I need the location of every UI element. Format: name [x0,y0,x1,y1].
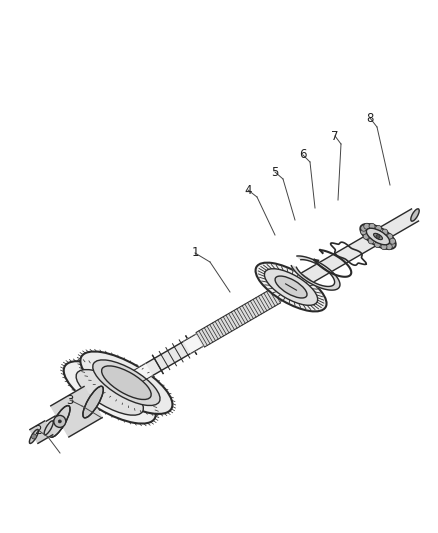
Text: 6: 6 [299,149,307,161]
Circle shape [364,223,370,229]
Circle shape [376,235,380,238]
Circle shape [54,415,66,427]
Text: 5: 5 [271,166,279,179]
Text: 8: 8 [366,111,374,125]
Polygon shape [134,364,152,382]
Ellipse shape [366,228,390,245]
Circle shape [361,225,367,231]
Ellipse shape [265,269,318,305]
Ellipse shape [49,406,70,437]
Ellipse shape [275,276,307,298]
Ellipse shape [83,386,103,418]
Ellipse shape [411,209,419,221]
Polygon shape [51,386,102,437]
Circle shape [375,225,381,231]
Text: 4: 4 [244,183,252,197]
Polygon shape [291,256,340,290]
Text: 3: 3 [66,393,74,407]
Ellipse shape [93,360,160,406]
Circle shape [368,238,374,244]
Circle shape [387,233,393,240]
Polygon shape [196,288,280,347]
Ellipse shape [64,361,156,424]
Circle shape [32,434,36,439]
Text: 2: 2 [34,424,42,437]
Circle shape [360,229,367,235]
Polygon shape [30,421,53,443]
Polygon shape [42,209,419,436]
Ellipse shape [102,366,151,400]
Circle shape [374,241,381,248]
Circle shape [381,244,387,249]
Circle shape [389,238,396,244]
Ellipse shape [360,224,396,249]
Text: 7: 7 [331,130,339,142]
Circle shape [369,223,375,229]
Circle shape [389,242,395,248]
Ellipse shape [76,369,143,415]
Circle shape [58,420,61,423]
Polygon shape [184,335,202,353]
Ellipse shape [255,263,327,311]
Circle shape [382,229,388,235]
Ellipse shape [29,430,39,443]
Ellipse shape [44,421,53,435]
Ellipse shape [80,351,173,414]
Text: 1: 1 [191,246,199,260]
Circle shape [363,233,369,239]
Ellipse shape [374,233,382,240]
Circle shape [386,244,392,250]
